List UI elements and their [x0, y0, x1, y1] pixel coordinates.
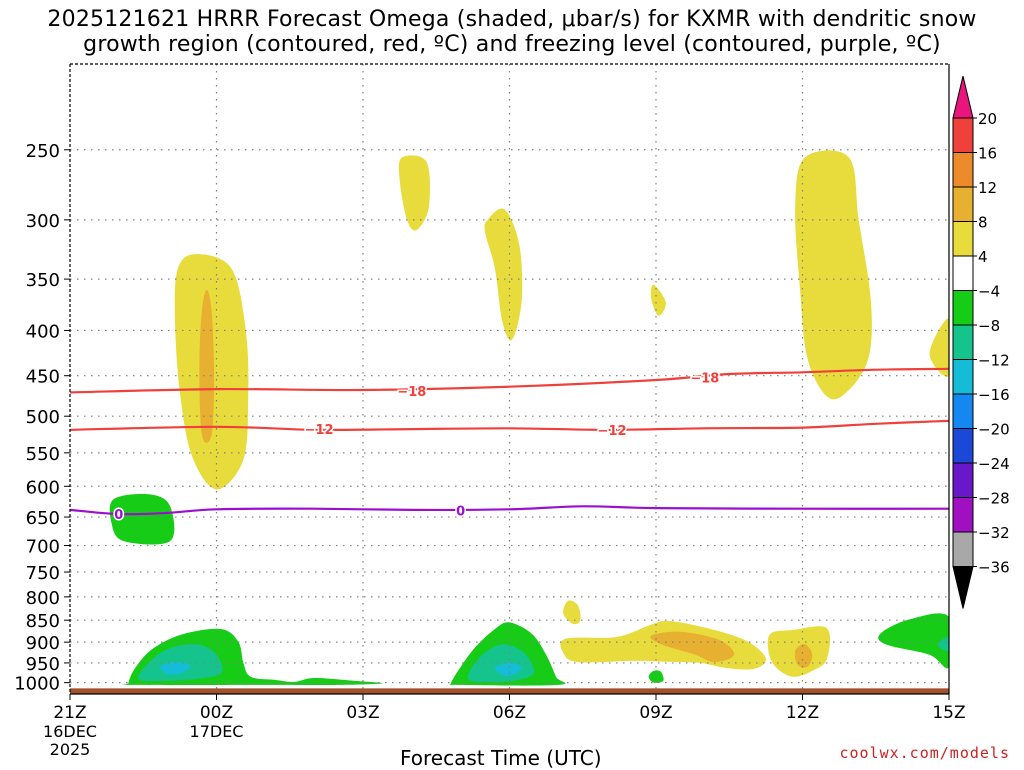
omega-region-ascent-upper-e: [795, 150, 872, 400]
omega-region-ascent-lower-c-core: [794, 644, 813, 668]
colorbar-segment-9: [952, 393, 974, 429]
x-tick-label-06Z: 06Z: [493, 703, 526, 723]
colorbar-label-8: −16: [978, 386, 1010, 404]
omega-region-descent-lower-b-core: [467, 644, 535, 683]
colorbar-segment-11: [952, 462, 974, 498]
omega-region-descent-lower-d: [878, 613, 949, 669]
y-tick-label-300: 300: [26, 211, 60, 232]
x-tick-label-15Z: 15Z: [932, 703, 965, 723]
x-tick-label-03Z: 03Z: [346, 703, 379, 723]
colorbar-label-4: 4: [978, 248, 988, 266]
omega-region-ascent-upper-d: [650, 284, 666, 316]
y-tick-label-950: 950: [26, 654, 60, 675]
x-tick-label-21Z: 21Z: [53, 703, 86, 723]
colorbar-label-2: 12: [978, 179, 997, 197]
colorbar-segment-8: [952, 359, 974, 395]
y-tick-label-450: 450: [26, 367, 60, 388]
y-tick-label-250: 250: [26, 141, 60, 162]
chart-title-line-2: growth region (contoured, red, ºC) and f…: [83, 32, 941, 57]
colorbar-label-3: 8: [978, 214, 988, 232]
contour-label-snow-growth -18C-0: −18: [397, 385, 426, 400]
y-tick-label-850: 850: [26, 611, 60, 632]
omega-region-descent-650: [109, 494, 175, 545]
x-tick-date-00Z: 17DEC: [190, 722, 244, 741]
surface-ground-band: [70, 688, 949, 694]
colorbar-label-9: −20: [978, 421, 1010, 439]
omega-region-ascent-upper-f: [929, 318, 949, 377]
y-tick-label-650: 650: [26, 508, 60, 529]
y-tick-label-500: 500: [26, 407, 60, 428]
y-tick-label-750: 750: [26, 563, 60, 584]
contour-freezing level 0C: [70, 505, 949, 516]
colorbar-top-arrow: [952, 75, 974, 119]
omega-region-ascent-upper-c: [484, 208, 523, 341]
colorbar-label-13: −36: [978, 559, 1010, 577]
colorbar-label-12: −32: [978, 524, 1010, 542]
omega-colorbar: 20 16 12 8 4 −4 −8 −12 −16 −20 −24 −28 −32 −36: [952, 75, 1010, 609]
y-tick-label-700: 700: [26, 537, 60, 558]
x-tick-label-00Z: 00Z: [200, 703, 233, 723]
y-tick-label-900: 900: [26, 633, 60, 654]
colorbar-segment-13: [952, 531, 974, 567]
colorbar-label-6: −8: [978, 317, 1000, 335]
contour-snow-growth -12C: [70, 419, 949, 431]
x-tick-label-12Z: 12Z: [786, 703, 819, 723]
omega-region-ascent-lower-b-core: [650, 631, 735, 663]
contour-label-snow-growth -12C-0: −12: [305, 423, 334, 438]
colorbar-segment-5: [952, 255, 974, 291]
colorbar-segment-2: [952, 152, 974, 188]
y-tick-label-1000: 1000: [14, 674, 60, 695]
colorbar-segment-3: [952, 186, 974, 222]
y-tick-label-800: 800: [26, 588, 60, 609]
contour-label-snow-growth -12C-1: −12: [598, 424, 627, 439]
contour-layer: −18 −18 −12 −12 0 0: [70, 367, 949, 525]
contour-snow-growth -18C: [70, 367, 949, 394]
chart-title-line-1: 2025121621 HRRR Forecast Omega (shaded, …: [47, 7, 977, 32]
omega-region-descent-lower-b-deep: [494, 662, 522, 677]
x-axis-label: Forecast Time (UTC): [400, 746, 602, 770]
y-tick-label-550: 550: [26, 444, 60, 465]
colorbar-segment-4: [952, 221, 974, 257]
omega-region-descent-lower-d-core: [938, 636, 949, 651]
y-tick-label-350: 350: [26, 270, 60, 291]
omega-region-descent-lower-c: [648, 670, 664, 683]
omega-region-ascent-upper-b: [398, 155, 431, 231]
surface-layer: [70, 688, 949, 694]
colorbar-label-5: −4: [978, 283, 1000, 301]
omega-region-ascent-lower-b: [560, 620, 766, 670]
contour-label-snow-growth -18C-1: −18: [690, 371, 719, 386]
x-tick-date-21Z: 16DEC: [43, 722, 97, 741]
colorbar-label-10: −24: [978, 455, 1010, 473]
contour-label-freezing level 0C-1: 0: [456, 504, 465, 519]
omega-region-descent-lower-a-deep: [160, 662, 190, 675]
site-credit: coolwx.com/models: [839, 744, 1010, 762]
y-tick-label-600: 600: [26, 477, 60, 498]
contour-label-freezing level 0C-0: 0: [114, 508, 123, 523]
colorbar-segment-6: [952, 290, 974, 326]
colorbar-label-1: 16: [978, 145, 997, 163]
colorbar-label-11: −28: [978, 490, 1010, 508]
colorbar-segment-12: [952, 497, 974, 533]
omega-region-ascent-upper-a-core: [199, 289, 215, 443]
colorbar-segment-7: [952, 324, 974, 360]
omega-shading-layer: [109, 150, 949, 686]
y-tick-label-400: 400: [26, 321, 60, 342]
colorbar-label-0: 20: [978, 110, 997, 128]
colorbar-bottom-arrow: [952, 566, 974, 609]
colorbar-segment-1: [952, 117, 974, 153]
colorbar-label-7: −12: [978, 352, 1010, 370]
omega-region-ascent-lower-a: [563, 600, 581, 625]
x-tick-label-09Z: 09Z: [639, 703, 672, 723]
y-axis: 2503003504004505005506006507007508008509…: [14, 141, 70, 695]
x-tick-year-21Z: 2025: [50, 740, 91, 759]
colorbar-segment-10: [952, 428, 974, 464]
